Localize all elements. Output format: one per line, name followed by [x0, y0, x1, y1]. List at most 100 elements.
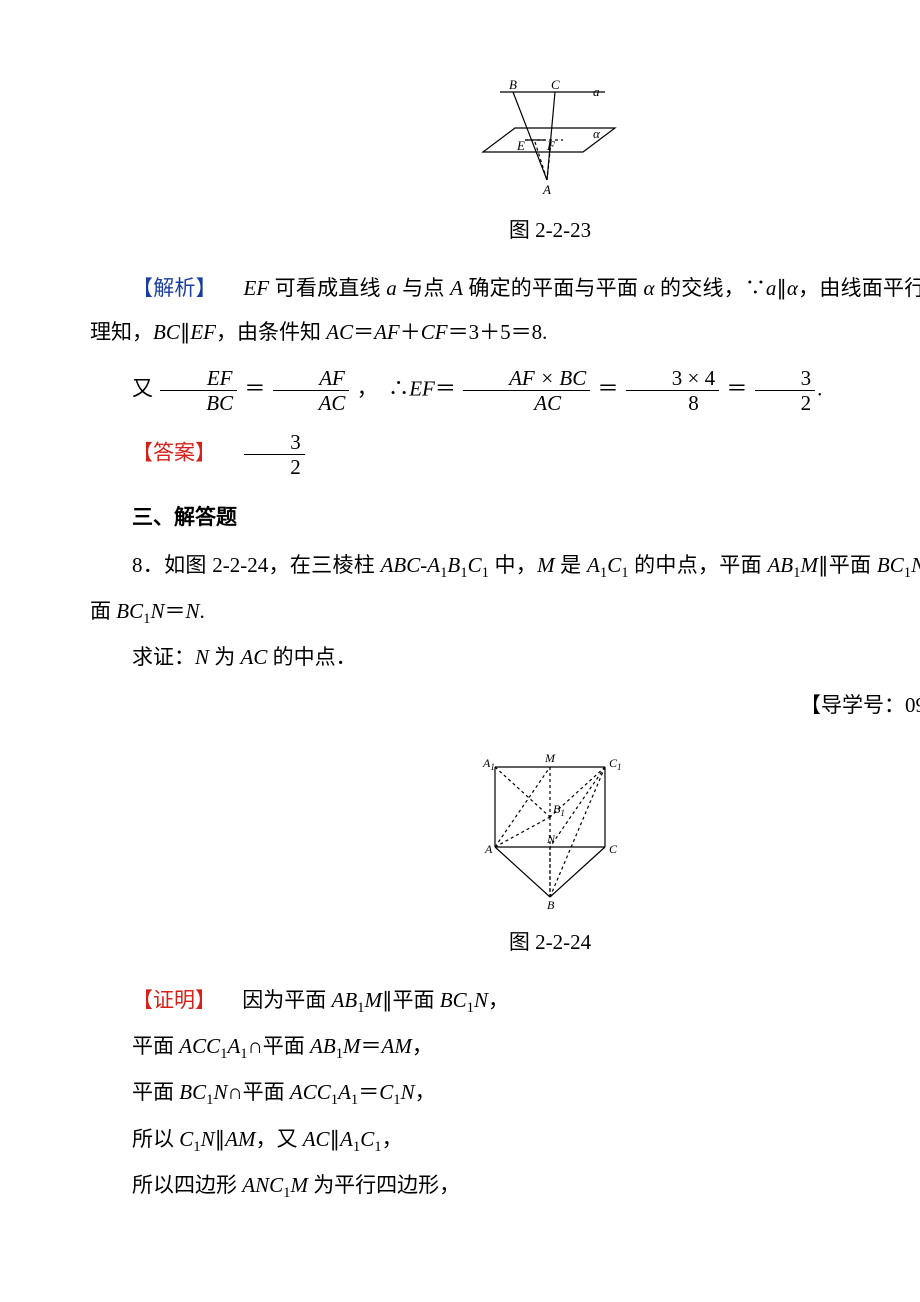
pp2cs: 1: [240, 1047, 247, 1063]
pp3hs: 1: [393, 1093, 400, 1109]
m-mid: ， ∴: [357, 377, 410, 401]
q8b: ABC-A: [381, 553, 440, 577]
frac1-den: BC: [160, 391, 237, 415]
q8s: BC: [116, 599, 143, 623]
pp1e: BC: [440, 988, 467, 1012]
svg-text:A1: A1: [482, 756, 495, 772]
frac3-num: AF × BC: [463, 366, 590, 391]
t1d: 与点: [397, 276, 450, 300]
pp2b: ACC: [179, 1034, 220, 1058]
pp4c: N: [201, 1127, 215, 1151]
frac2-num: AF: [273, 366, 350, 391]
pp4i: A: [340, 1127, 353, 1151]
analysis-para: 【解析】 EF 可看成直线 a 与点 A 确定的平面与平面 α 的交线，∵a∥α…: [90, 266, 920, 354]
proof-p2: 平面 ACC1A1∩平面 AB1M＝AM，: [90, 1024, 920, 1070]
q8-para2: 求证：N 为 AC 的中点．: [90, 635, 920, 679]
t2f: BC: [153, 320, 180, 344]
pp5a: 所以四边形: [132, 1173, 242, 1197]
q8v: N: [185, 599, 199, 623]
pp2d: ∩平面: [248, 1034, 310, 1058]
q8k: AB: [767, 553, 793, 577]
fig1-label-alpha: α: [593, 126, 601, 141]
pp3f: A: [338, 1080, 351, 1104]
pp2i: ，: [412, 1034, 433, 1058]
pp1bs: 1: [357, 1001, 364, 1017]
pp3j: ，: [415, 1080, 436, 1104]
q8l2d: AC: [241, 645, 268, 669]
q8-para1: 8．如图 2-2-24，在三棱柱 ABC-A1B1C1 中，M 是 A1C1 的…: [90, 543, 920, 635]
m-prefix: 又: [132, 377, 153, 401]
math-equation: 又 EFBC ＝ AFAC ， ∴EF＝ AF × BCAC ＝ 3 × 48 …: [90, 366, 920, 415]
q8c1: 1: [460, 565, 467, 581]
fig2-A: A: [484, 842, 493, 856]
q8c: B: [447, 553, 460, 577]
pp4j: C: [360, 1127, 374, 1151]
t-a: a: [386, 276, 397, 300]
m-eq1: ＝: [244, 377, 265, 401]
t2h: EF: [190, 320, 216, 344]
proof-p4: 所以 C1N∥AM，又 AC∥A1C1，: [90, 1117, 920, 1163]
proof-tag: 【证明】: [132, 988, 216, 1012]
frac2-den: AC: [273, 391, 350, 415]
q8h: A: [587, 553, 600, 577]
t2k: ＝: [353, 320, 374, 344]
frac3-den: AC: [463, 391, 590, 415]
q8l2c: 为: [209, 645, 241, 669]
pp1c: M: [365, 988, 383, 1012]
frac5: 32: [753, 366, 818, 415]
fig2-N: N: [546, 832, 556, 846]
t1b: 可看成直线: [269, 276, 386, 300]
figure-2-svg: A1 M C1 B1 N A C B: [465, 747, 635, 912]
frac3: AF × BCAC: [461, 366, 592, 415]
pp5d: 为平行四边形，: [308, 1173, 460, 1197]
fig2-B1s: 1: [560, 808, 565, 818]
t2g: ∥: [180, 320, 191, 344]
pp2e: AB: [310, 1034, 336, 1058]
figure-2-caption: 图 2-2-24: [90, 920, 920, 964]
answer-tag: 【答案】: [132, 440, 216, 464]
q8u: ＝: [164, 599, 185, 623]
pp4h: ∥: [330, 1127, 341, 1151]
figure-1-svg: B C a E F α A: [465, 80, 635, 200]
pp2es: 1: [336, 1047, 343, 1063]
pp4k: ，: [382, 1127, 403, 1151]
pp1b: AB: [332, 988, 358, 1012]
frac4-den: 8: [626, 391, 719, 415]
proof-p5: 所以四边形 ANC1M 为平行四边形，: [90, 1163, 920, 1209]
q8l2b: N: [195, 645, 209, 669]
pp1f: N: [474, 988, 488, 1012]
q8j: 的中点，平面: [629, 553, 768, 577]
q8n: BC: [877, 553, 904, 577]
q8-num: 8．: [132, 553, 164, 577]
m-EF: EF: [409, 377, 435, 401]
pp1es: 1: [467, 1001, 474, 1017]
q8e: 中，: [489, 553, 537, 577]
q8n1: 1: [904, 565, 911, 581]
fig2-C: C: [609, 842, 618, 856]
t2c: ∥: [776, 276, 787, 300]
guide-number: 【导学号：09960068】: [90, 683, 920, 727]
pp4a: 所以: [132, 1127, 179, 1151]
figure-2: A1 M C1 B1 N A C B: [90, 747, 920, 912]
t2a: ∵: [745, 276, 766, 300]
figure-1-caption: 图 2-2-23: [90, 208, 920, 252]
pp1a: 因为平面: [242, 988, 331, 1012]
pp3h: C: [379, 1080, 393, 1104]
t2m: ＋: [400, 320, 421, 344]
fig2-B: B: [547, 898, 555, 912]
q8l2e: 的中点．: [267, 645, 356, 669]
figure-1: B C a E F α A: [90, 80, 920, 200]
proof-p3: 平面 BC1N∩平面 ACC1A1＝C1N，: [90, 1070, 920, 1116]
pp3d: ∩平面: [227, 1080, 289, 1104]
q8t: N: [150, 599, 164, 623]
fig1-label-B: B: [509, 80, 517, 92]
pp3e: ACC: [290, 1080, 331, 1104]
q8w: .: [199, 599, 204, 623]
answer-line: 【答案】 32: [90, 430, 920, 479]
t-ef: EF: [244, 276, 270, 300]
proof-p1: 【证明】 因为平面 AB1M∥平面 BC1N，: [90, 978, 920, 1024]
q8i1: 1: [621, 565, 628, 581]
pp4b: C: [179, 1127, 193, 1151]
fig1-label-F: F: [546, 138, 556, 153]
fig2-M: M: [544, 751, 556, 765]
